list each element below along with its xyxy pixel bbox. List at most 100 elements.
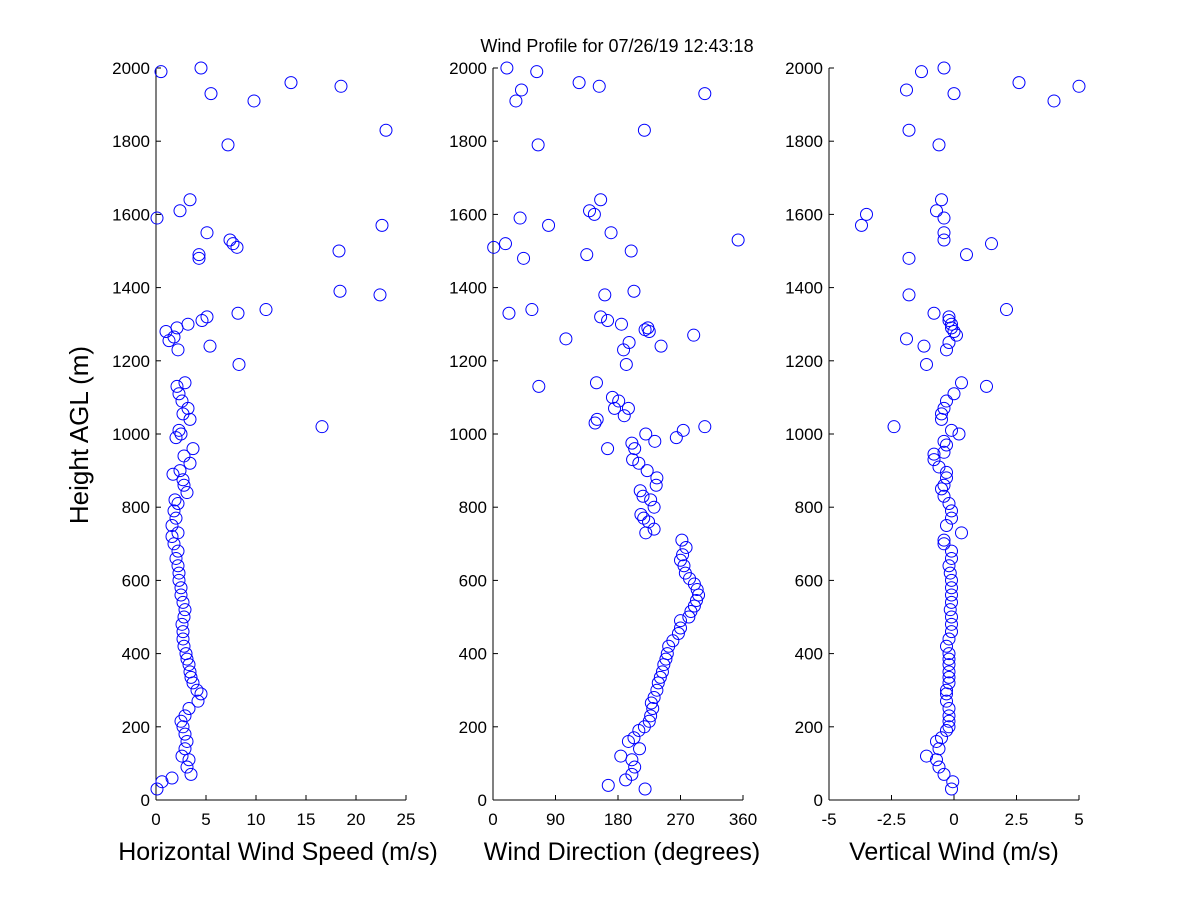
data-point	[947, 87, 961, 101]
data-point	[679, 540, 693, 554]
data-point	[937, 478, 951, 492]
data-point	[167, 504, 181, 518]
data-point	[940, 438, 953, 452]
data-point	[945, 544, 958, 558]
speed-panel: 0 200 400 600 800 1000 1200 1400 1600 1800 2000 0 5 1…	[112, 59, 438, 866]
data-point	[150, 211, 164, 225]
data-point	[172, 573, 186, 587]
data-point	[642, 515, 656, 529]
data-point	[639, 427, 653, 441]
y-tick-label: 600	[122, 571, 150, 590]
data-point	[947, 387, 961, 401]
data-point	[177, 610, 191, 624]
x-axis-label: Vertical Wind (m/s)	[849, 838, 1059, 866]
data-point	[608, 401, 622, 415]
x-tick-label: 0	[488, 810, 497, 829]
data-point	[154, 65, 168, 79]
y-tick-label: 1200	[112, 352, 150, 371]
data-point	[902, 123, 916, 137]
data-point	[945, 617, 958, 631]
data-point	[960, 248, 973, 262]
data-point	[678, 566, 692, 580]
data-point	[942, 670, 956, 684]
data-point	[942, 658, 956, 672]
data-point	[937, 537, 951, 551]
data-point	[169, 551, 183, 565]
x-tick-label: 270	[666, 810, 694, 829]
data-point	[674, 614, 687, 628]
data-point	[200, 226, 214, 240]
data-point	[617, 409, 631, 423]
data-point	[932, 760, 946, 774]
data-point	[942, 314, 956, 328]
data-point	[588, 416, 602, 430]
data-point	[181, 317, 195, 331]
data-point	[175, 394, 189, 408]
y-tick-label: 800	[122, 498, 150, 517]
y-tick-label: 1000	[112, 425, 150, 444]
x-tick-label: 10	[247, 810, 266, 829]
y-tick-label: 1200	[449, 352, 487, 371]
data-point	[650, 683, 664, 697]
data-point	[176, 473, 190, 487]
data-point	[594, 193, 608, 207]
data-point	[937, 226, 951, 240]
data-point	[659, 652, 673, 666]
y-tick-label: 600	[459, 571, 487, 590]
data-point	[332, 244, 346, 258]
data-point	[589, 376, 603, 390]
data-point	[171, 559, 185, 573]
data-point	[604, 226, 618, 240]
y-axis-label: Height AGL (m)	[64, 346, 94, 524]
data-point	[634, 508, 648, 522]
data-point	[614, 749, 628, 763]
data-point	[642, 714, 656, 728]
data-point	[942, 714, 956, 728]
data-point	[592, 79, 606, 93]
data-point	[920, 357, 933, 371]
x-axis-label: Wind Direction (degrees)	[484, 838, 761, 866]
data-point	[935, 193, 948, 207]
x-tick-label: 180	[604, 810, 632, 829]
data-point	[920, 749, 933, 763]
data-point	[937, 489, 951, 503]
data-point	[231, 306, 245, 320]
data-point	[940, 471, 953, 485]
data-point	[176, 720, 190, 734]
data-point	[952, 427, 966, 441]
data-point	[632, 456, 646, 470]
data-point	[178, 742, 192, 756]
x-tick-label: 90	[546, 810, 565, 829]
data-point	[930, 204, 943, 218]
data-point	[641, 321, 655, 335]
data-point	[517, 251, 531, 265]
data-point	[935, 731, 948, 745]
data-point	[624, 244, 638, 258]
data-point	[945, 581, 958, 595]
data-point	[1047, 94, 1061, 108]
data-point	[182, 753, 196, 767]
data-point	[594, 310, 608, 324]
x-tick-label: -5	[821, 810, 836, 829]
data-point	[173, 204, 187, 218]
data-point	[682, 610, 696, 624]
data-point	[499, 237, 512, 251]
data-point	[601, 778, 615, 792]
data-point	[942, 497, 956, 511]
data-point	[940, 519, 953, 532]
data-point	[165, 519, 179, 532]
data-point	[940, 694, 953, 708]
data-point	[525, 303, 539, 317]
data-point	[627, 284, 641, 298]
data-point	[900, 83, 913, 97]
data-point	[259, 303, 273, 317]
data-point	[232, 357, 246, 371]
data-point	[375, 218, 389, 232]
data-point	[887, 420, 901, 434]
data-point	[186, 442, 200, 456]
data-point	[676, 548, 690, 562]
data-point	[333, 284, 347, 298]
x-tick-label: 25	[397, 810, 416, 829]
data-point	[955, 526, 968, 540]
